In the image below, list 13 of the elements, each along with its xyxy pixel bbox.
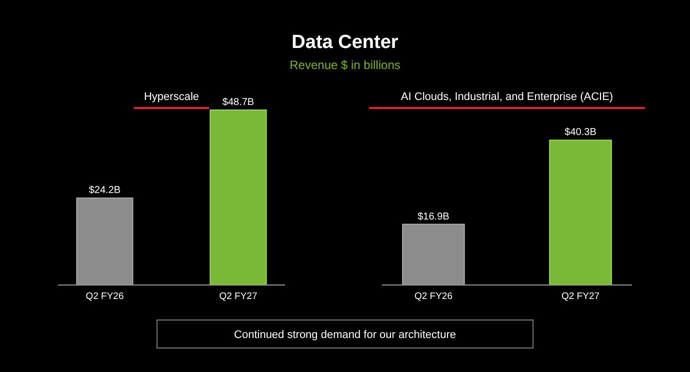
x-tick-label: Q2 FY27	[219, 291, 258, 302]
x-tick-label: Q2 FY27	[562, 291, 600, 302]
data-label: $24.2B	[88, 185, 121, 196]
x-tick-label: Q2 FY26	[414, 291, 452, 302]
text: Data Center	[292, 32, 399, 53]
data-label: $16.9B	[418, 211, 450, 222]
text: Revenue $ in billions	[290, 58, 400, 72]
x-tick-label: Q2 FY26	[86, 291, 124, 302]
chart-title: AI Clouds, Industrial, and Enterprise (ACIE)	[400, 91, 614, 103]
chart-title: Hyperscale	[144, 91, 200, 103]
data-label: $48.7B	[222, 97, 254, 108]
data-label: $40.3B	[564, 127, 597, 138]
text: Continued strong demand for our architecture	[234, 329, 456, 341]
